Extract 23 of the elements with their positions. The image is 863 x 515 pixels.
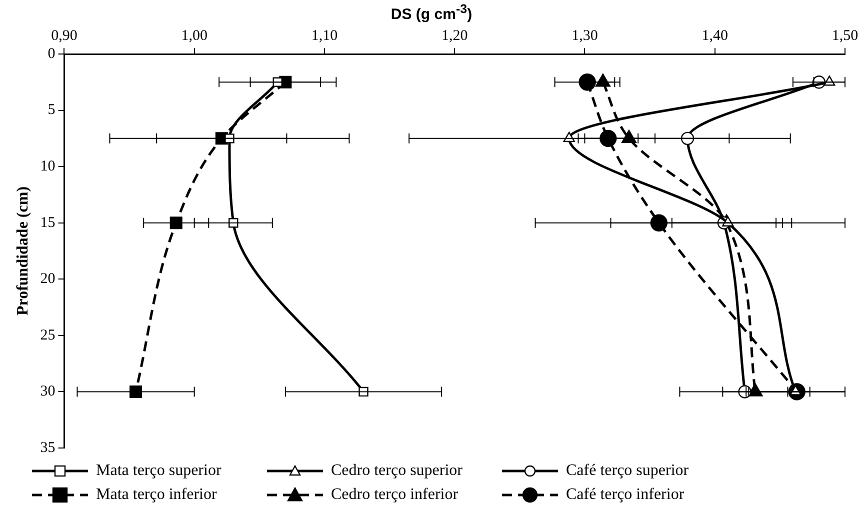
- legend-label: Cedro terço superior: [331, 462, 463, 480]
- legend-label: Cedro terço inferior: [331, 486, 458, 504]
- x-tick-label: 1,40: [702, 28, 728, 44]
- x-tick-label: 1,30: [572, 28, 598, 44]
- y-tick-label: 35: [40, 440, 56, 456]
- x-tick-label: 0,90: [51, 28, 78, 44]
- x-tick-label: 1,20: [441, 28, 468, 44]
- legend-label: Café terço inferior: [566, 486, 684, 504]
- legend-label: Café terço superior: [566, 462, 689, 480]
- y-tick-label: 15: [40, 214, 56, 231]
- x-tick-label: 1,50: [832, 28, 858, 44]
- y-tick-label: 0: [48, 46, 56, 62]
- y-axis-title: Profundidade (cm): [14, 186, 32, 316]
- legend-label: Mata terço inferior: [96, 486, 217, 504]
- y-tick-label: 30: [40, 384, 56, 400]
- x-tick-label: 1,10: [311, 28, 338, 44]
- x-tick-label: 1,00: [181, 28, 208, 44]
- legend-label: Mata terço superior: [96, 462, 222, 480]
- y-tick-label: 10: [40, 158, 56, 175]
- y-tick-label: 25: [40, 327, 56, 344]
- y-tick-label: 5: [48, 102, 56, 118]
- x-axis-title: DS (g cm$^{-3}$): [390, 2, 474, 23]
- y-tick-label: 20: [40, 271, 56, 288]
